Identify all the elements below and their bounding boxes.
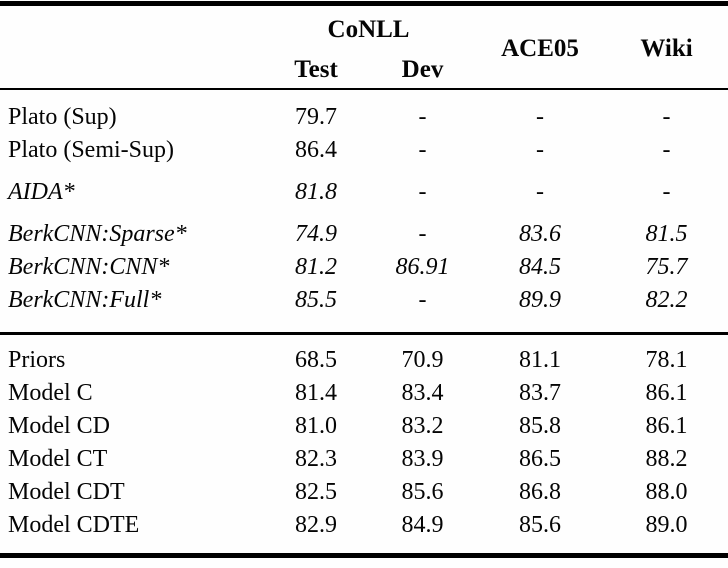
table-section: Plato (Sup) 79.7 - - - Plato (Semi-Sup) 86.4 - -… (0, 101, 728, 167)
table-mid-rule (0, 332, 728, 335)
table-row: Model CDTE 82.9 84.9 85.6 89.0 (0, 509, 728, 542)
table-header-rule (0, 88, 728, 90)
cell-value: - (418, 287, 427, 313)
row-label: Plato (Sup) (8, 104, 117, 130)
table-section: Priors 68.5 70.9 81.1 78.1 Model C 81.4 83.4 83.… (0, 344, 728, 542)
table-row: Plato (Semi-Sup) 86.4 - - - (0, 134, 728, 167)
row-label: Plato (Semi-Sup) (8, 137, 174, 163)
cell-value: 86.5 (519, 446, 561, 472)
cell-value: - (418, 179, 427, 205)
cell-value: 88.2 (645, 446, 688, 472)
column-header-test: Test (294, 55, 338, 83)
cell-value: 81.2 (295, 254, 337, 280)
table-section: AIDA* 81.8 - - - (0, 176, 728, 209)
cell-value: 75.7 (645, 254, 688, 280)
cell-value: 85.6 (519, 512, 561, 538)
cell-value: 83.2 (401, 413, 444, 439)
cell-value: 78.1 (645, 347, 688, 373)
cell-value: - (536, 179, 544, 205)
table-row: AIDA* 81.8 - - - (0, 176, 728, 209)
cell-value: 84.9 (401, 512, 444, 538)
row-label: AIDA* (8, 179, 75, 205)
cell-value: 81.4 (295, 380, 337, 406)
column-header-wiki: Wiki (640, 34, 693, 62)
table-bottom-rule (0, 553, 728, 558)
table-row: Plato (Sup) 79.7 - - - (0, 101, 728, 134)
cell-value: 82.2 (645, 287, 688, 313)
cell-value: - (536, 104, 544, 130)
table-body-upper: Plato (Sup) 79.7 - - - Plato (Semi-Sup) 86.4 - -… (0, 101, 728, 317)
cell-value: - (662, 104, 671, 130)
column-header-ace05: ACE05 (501, 34, 579, 62)
cell-value: 68.5 (295, 347, 337, 373)
cell-value: 81.0 (295, 413, 337, 439)
table-header: CoNLL Test Dev ACE05 Wiki (0, 6, 728, 88)
cell-value: 82.9 (295, 512, 337, 538)
cell-value: 83.4 (401, 380, 444, 406)
cell-value: 83.9 (401, 446, 444, 472)
table-section: BerkCNN:Sparse* 74.9 - 83.6 81.5 BerkCNN:CNN*… (0, 218, 728, 317)
cell-value: 86.8 (519, 479, 561, 505)
cell-value: 85.8 (519, 413, 561, 439)
cell-value: 86.1 (645, 413, 688, 439)
cell-value: 85.6 (401, 479, 444, 505)
cell-value: 81.1 (519, 347, 561, 373)
row-label: BerkCNN:CNN* (8, 254, 170, 280)
row-label: Model CD (8, 413, 110, 439)
cell-value: - (418, 221, 427, 247)
column-header-dev: Dev (401, 55, 444, 83)
row-label: BerkCNN:Sparse* (8, 221, 187, 247)
cell-value: 89.9 (519, 287, 561, 313)
cell-value: 86.91 (395, 254, 450, 280)
cell-value: 89.0 (645, 512, 688, 538)
table-row: Model CDT 82.5 85.6 86.8 88.0 (0, 476, 728, 509)
cell-value: 83.6 (519, 221, 561, 247)
cell-value: 84.5 (519, 254, 561, 280)
cell-value: 86.4 (295, 137, 337, 163)
row-label: Model C (8, 380, 93, 406)
cell-value: 88.0 (645, 479, 688, 505)
table-row: BerkCNN:CNN* 81.2 86.91 84.5 75.7 (0, 251, 728, 284)
cell-value: 82.3 (295, 446, 337, 472)
cell-value: 85.5 (295, 287, 337, 313)
table-row: BerkCNN:Sparse* 74.9 - 83.6 81.5 (0, 218, 728, 251)
cell-value: 79.7 (295, 104, 337, 130)
cell-value: 86.1 (645, 380, 688, 406)
table-row: Model CD 81.0 83.2 85.8 86.1 (0, 410, 728, 443)
cell-value: 82.5 (295, 479, 337, 505)
row-label: Priors (8, 347, 66, 373)
row-label: Model CT (8, 446, 108, 472)
cell-value: 74.9 (295, 221, 337, 247)
row-label: Model CDT (8, 479, 125, 505)
cell-value: 81.5 (645, 221, 688, 247)
row-label: BerkCNN:Full* (8, 287, 162, 313)
row-label: Model CDTE (8, 512, 140, 538)
table-body-lower: Priors 68.5 70.9 81.1 78.1 Model C 81.4 83.4 83.… (0, 344, 728, 542)
column-group-conll: CoNLL (327, 15, 410, 43)
table-top-rule (0, 1, 728, 6)
cell-value: 81.8 (295, 179, 337, 205)
table-row: BerkCNN:Full* 85.5 - 89.9 82.2 (0, 284, 728, 317)
cell-value: 70.9 (401, 347, 444, 373)
table-row: Model C 81.4 83.4 83.7 86.1 (0, 377, 728, 410)
cell-value: 83.7 (519, 380, 561, 406)
cell-value: - (418, 137, 427, 163)
cell-value: - (418, 104, 427, 130)
cell-value: - (662, 137, 671, 163)
cell-value: - (536, 137, 544, 163)
table-row: Priors 68.5 70.9 81.1 78.1 (0, 344, 728, 377)
cell-value: - (662, 179, 671, 205)
table-row: Model CT 82.3 83.9 86.5 88.2 (0, 443, 728, 476)
